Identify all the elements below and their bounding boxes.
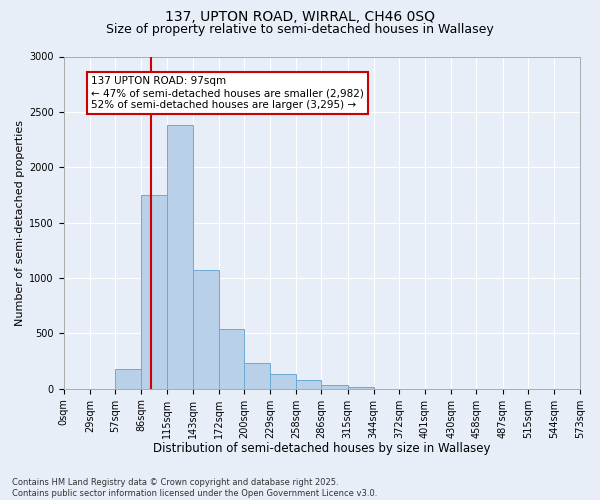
Y-axis label: Number of semi-detached properties: Number of semi-detached properties bbox=[15, 120, 25, 326]
Bar bbox=[347, 386, 374, 388]
Bar bbox=[167, 125, 193, 388]
Text: Size of property relative to semi-detached houses in Wallasey: Size of property relative to semi-detach… bbox=[106, 22, 494, 36]
Bar bbox=[193, 270, 218, 388]
Bar bbox=[218, 329, 244, 388]
Bar bbox=[115, 369, 141, 388]
Bar bbox=[141, 195, 167, 388]
Bar bbox=[270, 374, 296, 388]
Bar bbox=[296, 380, 322, 388]
Text: 137, UPTON ROAD, WIRRAL, CH46 0SQ: 137, UPTON ROAD, WIRRAL, CH46 0SQ bbox=[165, 10, 435, 24]
Text: Contains HM Land Registry data © Crown copyright and database right 2025.
Contai: Contains HM Land Registry data © Crown c… bbox=[12, 478, 377, 498]
Bar bbox=[244, 364, 270, 388]
Text: 137 UPTON ROAD: 97sqm
← 47% of semi-detached houses are smaller (2,982)
52% of s: 137 UPTON ROAD: 97sqm ← 47% of semi-deta… bbox=[91, 76, 364, 110]
X-axis label: Distribution of semi-detached houses by size in Wallasey: Distribution of semi-detached houses by … bbox=[153, 442, 491, 455]
Bar bbox=[322, 385, 347, 388]
